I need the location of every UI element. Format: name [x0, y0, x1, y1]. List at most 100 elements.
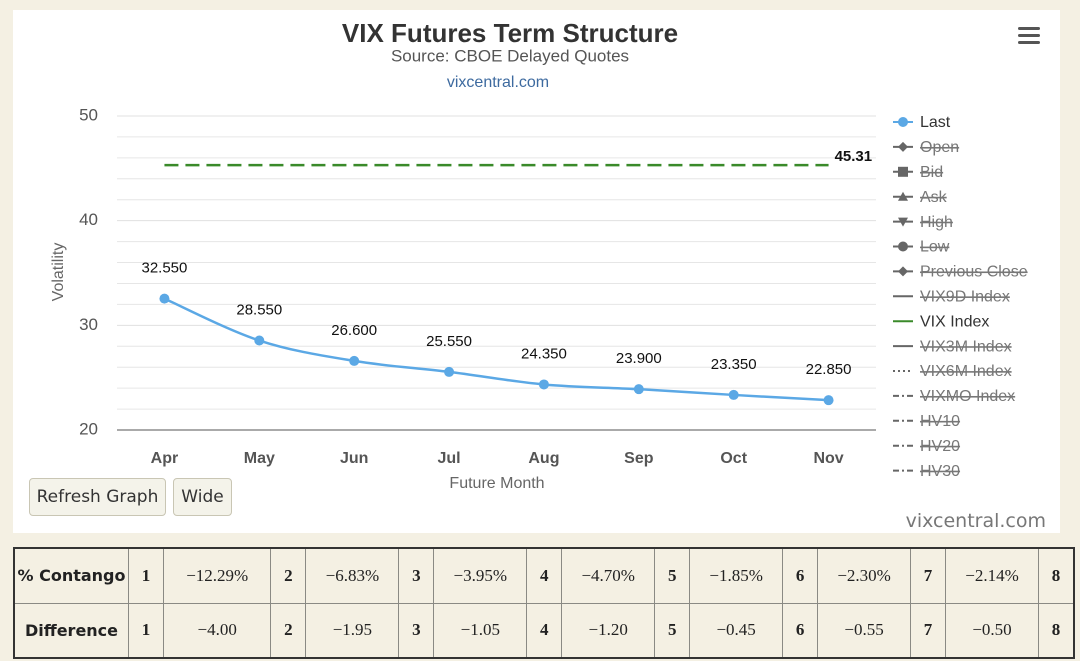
table-cell: −2.30%	[817, 547, 912, 604]
legend-item[interactable]: Ask	[893, 189, 948, 206]
data-point	[254, 335, 265, 346]
data-label: 25.550	[426, 333, 472, 350]
data-point	[159, 293, 170, 304]
y-tick-label: 50	[79, 105, 98, 124]
table-cell: −0.55	[817, 602, 912, 659]
chart-subtitle: Source: CBOE Delayed Quotes	[391, 46, 629, 65]
data-point	[349, 355, 360, 366]
data-label: 23.350	[711, 356, 757, 373]
table-cell: −1.95	[305, 602, 400, 659]
x-tick-label: Oct	[720, 450, 747, 467]
legend-item[interactable]: HV10	[893, 413, 960, 430]
source-link[interactable]: vixcentral.com	[447, 74, 549, 91]
table-cell: 8	[1038, 602, 1075, 659]
legend-label: VIX3M Index	[920, 338, 1012, 355]
y-tick-label: 40	[79, 210, 98, 229]
table-cell: −1.85%	[689, 547, 784, 604]
table-cell: % Contango	[13, 547, 129, 604]
menu-bar	[1018, 27, 1040, 30]
table-cell: −0.45	[689, 602, 784, 659]
table-cell: −1.05	[433, 602, 528, 659]
legend-label: HV30	[920, 463, 960, 480]
table-cell: 8	[1038, 547, 1075, 604]
table-cell: 4	[526, 547, 563, 604]
x-tick-label: May	[244, 450, 275, 467]
data-point	[633, 384, 644, 395]
legend-item[interactable]: Open	[893, 139, 959, 156]
legend-label: Low	[920, 239, 950, 256]
legend-label: Ask	[920, 189, 948, 206]
table-cell: 6	[782, 547, 819, 604]
menu-bar	[1018, 34, 1040, 37]
legend-item[interactable]: HV20	[893, 438, 960, 455]
x-tick-label: Nov	[813, 450, 843, 467]
legend-item[interactable]: Last	[893, 114, 951, 131]
legend-label: Bid	[920, 164, 943, 181]
legend-item[interactable]: Low	[893, 239, 950, 256]
legend-symbol	[898, 141, 908, 152]
legend-item[interactable]: VIX9D Index	[893, 289, 1010, 306]
data-point	[823, 395, 834, 406]
x-tick-label: Jul	[438, 450, 461, 467]
data-label: 23.900	[616, 350, 662, 367]
table-cell: 6	[782, 602, 819, 659]
legend-label: HV10	[920, 413, 960, 430]
table-cell: 5	[654, 602, 691, 659]
table-row: Difference 1 −4.00 2 −1.95 3 −1.05 4 −1.20 5 −0.45…	[13, 602, 1075, 659]
x-tick-label: Jun	[340, 450, 368, 467]
refresh-button[interactable]: Refresh Graph	[29, 478, 166, 516]
legend-label: VIX Index	[920, 313, 989, 330]
legend-label: VIXMO Index	[920, 388, 1015, 405]
chart-panel: VIX Futures Term Structure Source: CBOE …	[13, 10, 1060, 533]
menu-button[interactable]	[1018, 27, 1040, 44]
data-point	[444, 366, 455, 377]
legend-symbol	[898, 191, 908, 201]
legend-label: Last	[920, 114, 951, 131]
wide-button[interactable]: Wide	[173, 478, 232, 516]
table-cell: 1	[128, 602, 164, 659]
legend-label: Previous Close	[920, 264, 1028, 281]
watermark: vixcentral.com	[905, 510, 1046, 532]
x-tick-label: Aug	[528, 450, 559, 467]
table-cell: 4	[526, 602, 563, 659]
data-point	[728, 389, 739, 400]
legend-label: HV20	[920, 438, 960, 455]
data-point	[538, 379, 549, 390]
table-cell: 7	[910, 602, 947, 659]
table-cell: 3	[398, 547, 435, 604]
table-cell: −4.00	[162, 602, 272, 659]
legend-item[interactable]: VIX3M Index	[893, 338, 1012, 355]
table-cell: 2	[270, 547, 307, 604]
table-cell: 2	[270, 602, 307, 659]
chart-title: VIX Futures Term Structure	[342, 18, 678, 48]
table-cell: −2.14%	[945, 547, 1039, 604]
table-cell: −12.29%	[162, 547, 272, 604]
contango-table: % Contango 1 −12.29% 2 −6.83% 3 −3.95% 4 −4.70% 5…	[13, 547, 1075, 659]
data-label: 24.350	[521, 345, 567, 362]
table-row: % Contango 1 −12.29% 2 −6.83% 3 −3.95% 4 −4.70% 5…	[13, 547, 1075, 604]
legend-item[interactable]: HV30	[893, 463, 960, 480]
legend-label: Open	[920, 139, 959, 156]
data-label: 26.600	[331, 322, 377, 339]
table-cell: 5	[654, 547, 691, 604]
legend-item[interactable]: Bid	[893, 164, 943, 181]
y-tick-label: 20	[79, 419, 98, 438]
legend-item[interactable]: VIXMO Index	[893, 388, 1015, 405]
legend-label: VIX6M Index	[920, 363, 1012, 380]
y-tick-label: 30	[79, 315, 98, 334]
menu-bar	[1018, 41, 1040, 44]
legend-symbol	[898, 217, 908, 227]
data-label: 45.31	[835, 148, 873, 165]
legend-label: High	[920, 214, 953, 231]
legend-item[interactable]: High	[893, 214, 953, 231]
data-label: 32.550	[141, 260, 187, 277]
legend-symbol	[898, 241, 908, 252]
data-label: 22.850	[806, 361, 852, 378]
legend-item[interactable]: VIX Index	[893, 313, 989, 330]
x-tick-label: Apr	[151, 450, 179, 467]
table-cell: −1.20	[561, 602, 656, 659]
legend-item[interactable]: Previous Close	[893, 264, 1028, 281]
data-label: 28.550	[236, 301, 282, 318]
legend-item[interactable]: VIX6M Index	[893, 363, 1012, 380]
